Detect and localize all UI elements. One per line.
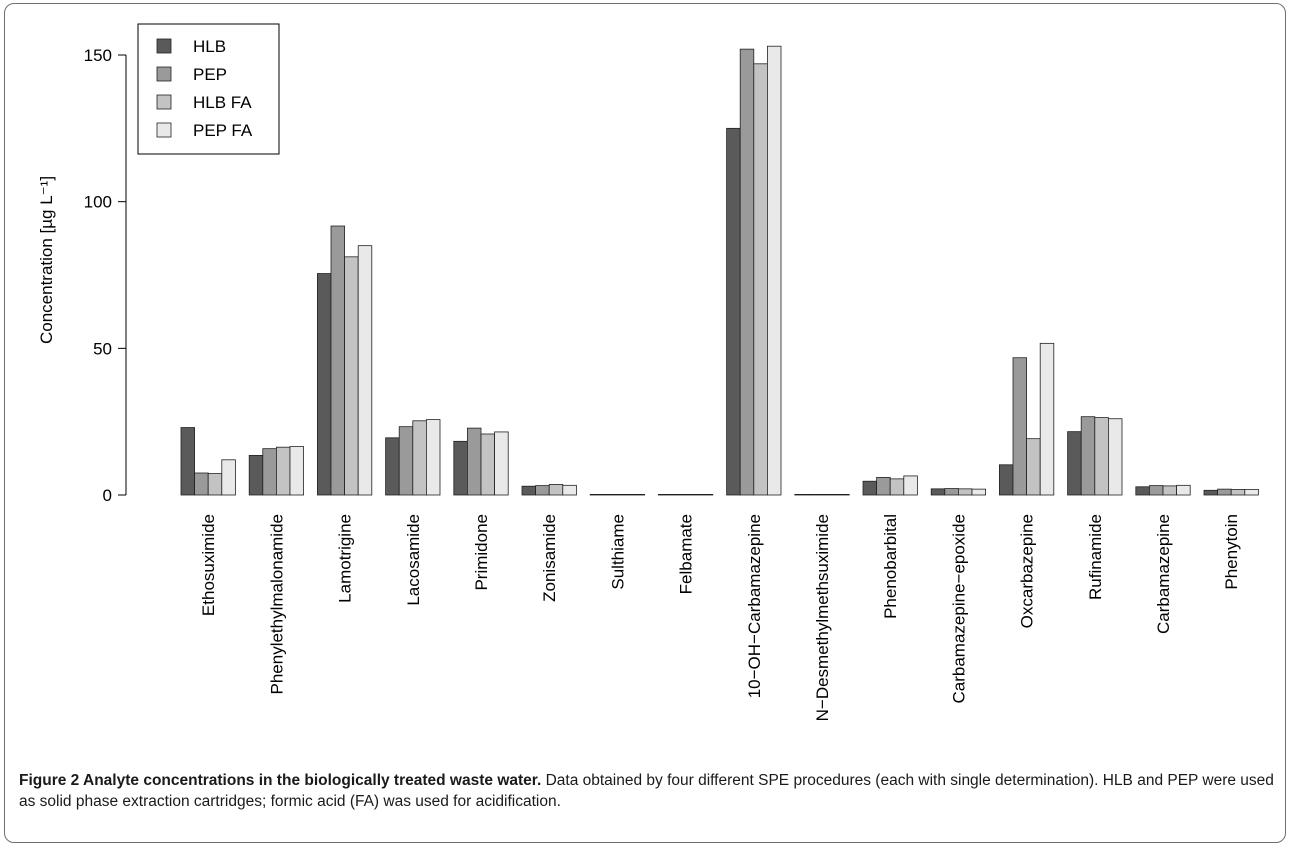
bar [289,446,305,496]
x-tick-label: Phenylethylmalonamide [267,514,286,695]
bar [1135,486,1150,496]
bar [412,420,427,496]
x-tick-label: 10−OH−Carbamazepine [745,514,764,698]
bar [1149,485,1164,496]
bar [685,493,700,496]
bar [316,273,332,496]
bar [453,440,468,496]
bar [958,488,973,496]
bar [698,493,714,496]
bar [767,45,782,496]
legend-swatch [156,38,172,54]
x-tick-label: Carbamazepine−epoxide [949,514,968,704]
bar [194,472,209,496]
bar [1162,485,1178,496]
bar [562,484,577,496]
bar [794,493,809,496]
y-tick-label: 0 [103,486,112,505]
legend-label: PEP FA [193,121,253,140]
caption-text: Data obtained by four different SPE proc… [19,772,1274,810]
bar [1217,488,1232,496]
bar [521,485,537,496]
bar-chart: 0 50 100 150 Concentration [µg L⁻¹] Ethosuxim… [37,23,1259,721]
bar [425,419,441,496]
bar [630,493,646,496]
bar [466,427,482,496]
bar [1012,357,1028,496]
bar [1203,489,1219,496]
bar [862,480,878,496]
x-tick-label: Carbamazepine [1154,514,1173,634]
bar [357,245,373,496]
y-tick-label: 150 [84,46,112,65]
x-tick-label: Lamotrigine [336,514,355,603]
x-tick-label: Sulthiame [608,514,627,590]
bar [658,493,673,496]
x-tick-label: Oxcarbazepine [1018,514,1037,628]
bar [535,485,550,496]
bar [344,256,359,496]
bar [617,493,632,496]
bar [603,493,618,496]
bar [808,493,823,496]
bar [1230,489,1246,496]
bar [1067,431,1082,496]
bar [548,484,564,496]
bar [589,493,605,496]
bar [1108,418,1123,496]
x-tick-label: Felbamate [677,514,696,594]
bar [1026,438,1041,496]
x-tick-label: Phenytoin [1222,514,1241,590]
bar [248,454,264,496]
bar [1176,484,1191,496]
bar [999,464,1014,496]
legend-swatch [156,122,172,138]
bar [726,127,741,496]
x-tick-label: Rufinamide [1086,514,1105,600]
bar [275,446,291,496]
bar [739,48,755,496]
bar [1094,417,1109,496]
bar [398,426,414,496]
bar [835,493,850,496]
bar [1080,416,1096,496]
legend-label: HLB [193,37,226,56]
legend-swatch [156,94,172,110]
bar [889,478,905,496]
bar [207,473,223,496]
x-tick-label: Lacosamide [404,514,423,606]
legend-swatch [156,66,172,82]
bar [753,63,768,496]
bar [180,427,196,496]
bar [876,476,891,496]
bar [480,433,496,496]
bar [494,431,509,496]
caption-title: Figure 2 Analyte concentrations in the b… [19,772,542,789]
bar [330,225,346,496]
x-tick-label: Primidone [472,514,491,591]
figure-caption: Figure 2 Analyte concentrations in the b… [19,770,1275,812]
x-tick-label: Phenobarbital [881,514,900,619]
bar [671,493,687,496]
x-tick-label: Ethosuximide [199,514,218,616]
bar [1244,489,1259,496]
y-axis-label: Concentration [µg L⁻¹] [37,176,56,344]
bar [930,488,946,496]
bar [1039,342,1055,496]
bar [944,488,959,496]
x-tick-label: N−Desmethylmethsuximide [813,514,832,721]
legend-label: PEP [193,65,227,84]
bar [262,448,277,496]
x-tick-label: Zonisamide [540,514,559,602]
bar [971,488,987,496]
legend-label: HLB FA [193,93,252,112]
bar [903,475,918,496]
bar [821,493,837,496]
y-tick-label: 100 [84,193,112,212]
bar [221,459,236,496]
bar [385,437,400,496]
y-tick-label: 50 [93,339,112,358]
